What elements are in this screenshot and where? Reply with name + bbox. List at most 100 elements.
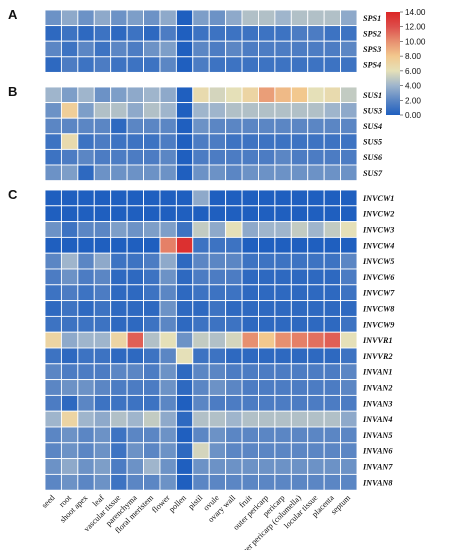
heatmap-cell bbox=[290, 442, 309, 460]
heatmap-cell bbox=[307, 410, 325, 428]
heatmap-cell bbox=[192, 394, 210, 412]
heatmap-cell bbox=[340, 148, 358, 166]
gene-label: SPS2 bbox=[363, 29, 381, 38]
heatmap-cell bbox=[340, 458, 358, 475]
heatmap-cell bbox=[110, 473, 128, 491]
heatmap-cell bbox=[143, 40, 161, 58]
heatmap-cell bbox=[307, 189, 325, 207]
heatmap-cell bbox=[225, 86, 243, 104]
heatmap-cell bbox=[274, 56, 292, 73]
heatmap-cell bbox=[340, 284, 358, 302]
heatmap-cell bbox=[110, 315, 128, 333]
heatmap-cell bbox=[126, 442, 144, 460]
heatmap-cell bbox=[110, 189, 128, 207]
heatmap-cell bbox=[175, 331, 194, 349]
heatmap-cell bbox=[192, 268, 210, 286]
heatmap-cell bbox=[60, 331, 79, 349]
heatmap-cell bbox=[258, 133, 276, 150]
heatmap-cell bbox=[258, 221, 276, 238]
heatmap-cell bbox=[60, 426, 79, 444]
heatmap-cell bbox=[192, 315, 210, 333]
gene-label: INVAN8 bbox=[362, 478, 392, 487]
scale-tick-label: 8.00 bbox=[405, 52, 421, 61]
heatmap-cell bbox=[225, 331, 243, 349]
heatmap-cell bbox=[44, 164, 62, 182]
heatmap-cell bbox=[340, 363, 358, 381]
heatmap-cell bbox=[143, 363, 161, 381]
heatmap-cell bbox=[225, 315, 243, 333]
heatmap-cell bbox=[175, 442, 194, 460]
heatmap-cell bbox=[323, 236, 342, 254]
heatmap-cell bbox=[340, 252, 358, 270]
heatmap-cell bbox=[323, 410, 342, 428]
heatmap-cell bbox=[60, 133, 79, 150]
heatmap-cell bbox=[340, 426, 358, 444]
heatmap-cell bbox=[258, 252, 276, 270]
heatmap-cell bbox=[274, 284, 292, 302]
panel-c: C INVCW1 INVCW2 INVCW3 INVCW4 INVCW5 INVCW6 INV… bbox=[8, 187, 395, 491]
heatmap-cell bbox=[290, 410, 309, 428]
heatmap-cell bbox=[44, 379, 62, 396]
gene-label: INVAN7 bbox=[362, 463, 393, 472]
heatmap-cell bbox=[159, 86, 177, 104]
heatmap-cell bbox=[307, 9, 325, 27]
tissue-label: pollen bbox=[167, 493, 188, 514]
heatmap-cell bbox=[143, 205, 161, 223]
heatmap-cell bbox=[159, 442, 177, 460]
heatmap-cell bbox=[60, 40, 79, 58]
heatmap-cell bbox=[159, 379, 177, 396]
heatmap-cell bbox=[274, 300, 292, 317]
heatmap-cell bbox=[126, 394, 144, 412]
heatmap-cell bbox=[126, 363, 144, 381]
heatmap-cell bbox=[307, 268, 325, 286]
heatmap-cell bbox=[60, 252, 79, 270]
scale-tick-label: 6.00 bbox=[405, 67, 421, 76]
heatmap-cell bbox=[93, 315, 112, 333]
heatmap-cell bbox=[143, 9, 161, 27]
heatmap-cell bbox=[340, 410, 358, 428]
heatmap-cell bbox=[126, 133, 144, 150]
heatmap-cell bbox=[44, 221, 62, 238]
heatmap-cell bbox=[225, 252, 243, 270]
heatmap-cell bbox=[93, 394, 112, 412]
heatmap-cell bbox=[290, 363, 309, 381]
heatmap-cell bbox=[274, 133, 292, 150]
heatmap-cell bbox=[77, 268, 95, 286]
scale-tick-label: 0.00 bbox=[405, 111, 421, 120]
tissue-label: septum bbox=[329, 493, 353, 517]
heatmap-cell bbox=[241, 117, 259, 135]
heatmap-cell bbox=[274, 148, 292, 166]
heatmap-cell bbox=[159, 148, 177, 166]
heatmap-cell bbox=[93, 252, 112, 270]
gene-label: INVVR2 bbox=[362, 352, 393, 361]
heatmap-cell bbox=[258, 117, 276, 135]
heatmap-cell bbox=[340, 300, 358, 317]
heatmap-cell bbox=[126, 410, 144, 428]
heatmap-cell bbox=[175, 9, 194, 27]
heatmap-cell bbox=[110, 164, 128, 182]
heatmap-cell bbox=[143, 315, 161, 333]
heatmap-cell bbox=[274, 221, 292, 238]
heatmap-cell bbox=[258, 410, 276, 428]
heatmap-cell bbox=[340, 56, 358, 73]
heatmap-cell bbox=[307, 458, 325, 475]
heatmap-cell bbox=[159, 236, 177, 254]
heatmap-cell bbox=[77, 315, 95, 333]
gene-label: INVCW5 bbox=[362, 257, 394, 266]
heatmap-cell bbox=[225, 148, 243, 166]
heatmap-cell bbox=[192, 221, 210, 238]
heatmap-cell bbox=[60, 221, 79, 238]
heatmap-cell bbox=[77, 117, 95, 135]
heatmap-cell bbox=[44, 189, 62, 207]
heatmap-cell bbox=[77, 410, 95, 428]
heatmap-cell bbox=[307, 394, 325, 412]
heatmap-cell bbox=[192, 117, 210, 135]
heatmap-cell bbox=[126, 300, 144, 317]
heatmap-cell bbox=[307, 205, 325, 223]
heatmap-cell bbox=[60, 300, 79, 317]
heatmap-panels: A SPS1 SPS2 SPS3 SPS4 B SUS1 SUS3 SUS4 SUS5 SUS6 SU… bbox=[8, 7, 395, 491]
heatmap-cell bbox=[307, 236, 325, 254]
heatmap-cell bbox=[143, 458, 161, 475]
heatmap-cell bbox=[175, 25, 194, 42]
